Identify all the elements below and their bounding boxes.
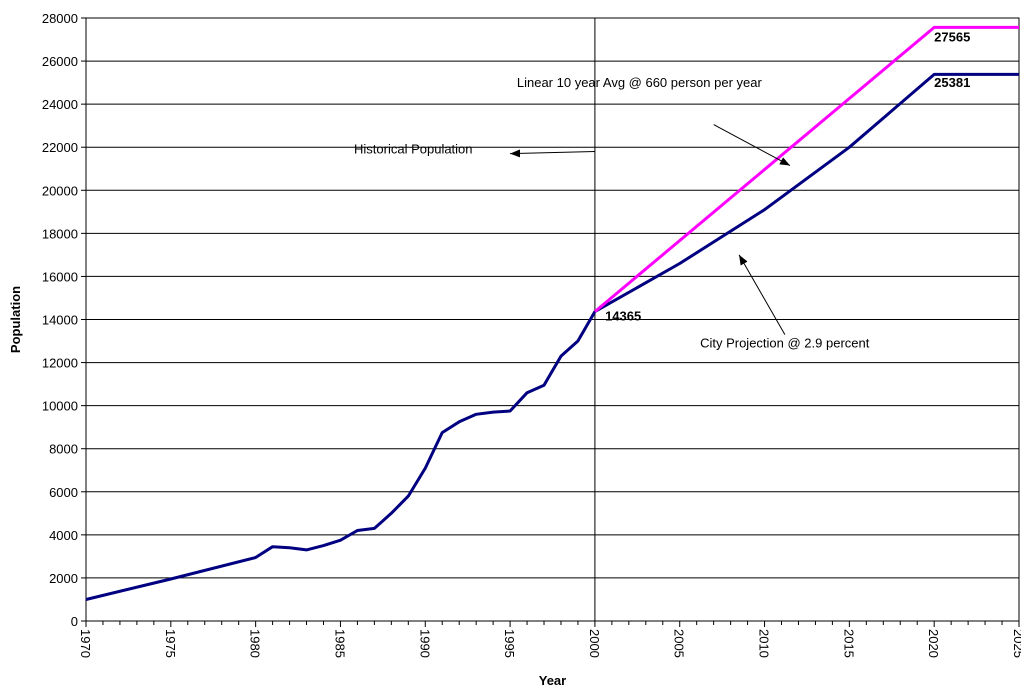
y-tick-label: 14000 bbox=[42, 313, 78, 328]
series-line-2 bbox=[593, 25, 1019, 313]
annotation-arrow-3 bbox=[738, 254, 786, 335]
y-tick-label: 22000 bbox=[42, 140, 78, 155]
x-tick-label: 1970 bbox=[78, 629, 93, 658]
y-tick-label: 20000 bbox=[42, 183, 78, 198]
y-tick-label: 2000 bbox=[49, 571, 78, 586]
y-tick-label: 24000 bbox=[42, 97, 78, 112]
x-tick-label: 2015 bbox=[841, 629, 856, 658]
x-tick-label: 2020 bbox=[926, 629, 941, 658]
y-tick-label: 8000 bbox=[49, 442, 78, 457]
y-tick-label: 4000 bbox=[49, 528, 78, 543]
x-tick-label: 1980 bbox=[248, 629, 263, 658]
data-label: 14365 bbox=[605, 309, 641, 324]
y-tick-label: 10000 bbox=[42, 399, 78, 414]
annotation-text-2: Linear 10 year Avg @ 660 person per year bbox=[517, 75, 763, 90]
y-tick-label: 0 bbox=[71, 614, 78, 629]
series-line-1 bbox=[85, 72, 1019, 601]
y-tick-label: 12000 bbox=[42, 356, 78, 371]
annotation-arrow-1 bbox=[510, 149, 595, 158]
x-tick-label: 2025 bbox=[1011, 629, 1021, 658]
x-tick-label: 2010 bbox=[757, 629, 772, 658]
x-tick-label: 1990 bbox=[417, 629, 432, 658]
y-axis-title: Population bbox=[8, 286, 23, 353]
x-tick-label: 2005 bbox=[672, 629, 687, 658]
y-tick-label: 16000 bbox=[42, 269, 78, 284]
y-tick-label: 6000 bbox=[49, 485, 78, 500]
x-tick-label: 1975 bbox=[163, 629, 178, 658]
y-tick-label: 28000 bbox=[42, 11, 78, 26]
x-tick-label: 1995 bbox=[502, 629, 517, 658]
y-tick-label: 26000 bbox=[42, 54, 78, 69]
data-label: 25381 bbox=[934, 75, 970, 90]
data-label: 27565 bbox=[934, 30, 970, 45]
annotation-text-3: City Projection @ 2.9 percent bbox=[700, 335, 870, 350]
annotation-text-1: Historical Population bbox=[354, 142, 473, 157]
x-tick-label: 1985 bbox=[332, 629, 347, 658]
x-tick-label: 2000 bbox=[587, 629, 602, 658]
annotation-arrow-2 bbox=[713, 124, 791, 166]
y-tick-label: 18000 bbox=[42, 226, 78, 241]
x-axis-title: Year bbox=[539, 673, 566, 688]
